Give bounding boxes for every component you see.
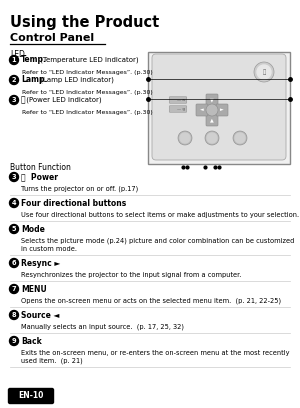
Text: Exits the on-screen menu, or re-enters the on-screen menu at the most recently: Exits the on-screen menu, or re-enters t… bbox=[21, 350, 290, 356]
Circle shape bbox=[206, 104, 218, 116]
Text: Selects the picture mode (p.24) picture and color combination can be customized: Selects the picture mode (p.24) picture … bbox=[21, 238, 294, 244]
Text: ▲: ▲ bbox=[210, 118, 214, 122]
Circle shape bbox=[10, 284, 19, 293]
FancyBboxPatch shape bbox=[169, 106, 187, 112]
FancyBboxPatch shape bbox=[152, 54, 286, 160]
FancyBboxPatch shape bbox=[196, 104, 208, 116]
Text: 7: 7 bbox=[12, 286, 16, 292]
Circle shape bbox=[205, 131, 219, 145]
Text: ⏻: ⏻ bbox=[21, 95, 26, 104]
Circle shape bbox=[207, 133, 217, 143]
Text: (Power LED indicator): (Power LED indicator) bbox=[24, 97, 102, 103]
Text: 3: 3 bbox=[12, 174, 16, 180]
Text: 9: 9 bbox=[12, 338, 16, 344]
Circle shape bbox=[10, 75, 19, 84]
Circle shape bbox=[10, 224, 19, 233]
Text: Refer to “LED Indicator Messages”. (p.30): Refer to “LED Indicator Messages”. (p.30… bbox=[22, 70, 153, 75]
Text: (Lamp LED indicator): (Lamp LED indicator) bbox=[38, 77, 113, 83]
Text: Control Panel: Control Panel bbox=[10, 33, 94, 43]
Text: Resynchronizes the projector to the input signal from a computer.: Resynchronizes the projector to the inpu… bbox=[21, 272, 242, 278]
Text: — g: — g bbox=[177, 107, 185, 111]
Circle shape bbox=[257, 65, 271, 79]
Text: Manually selects an input source.  (p. 17, 25, 32): Manually selects an input source. (p. 17… bbox=[21, 324, 184, 330]
Text: Turns the projector on or off. (p.17): Turns the projector on or off. (p.17) bbox=[21, 186, 138, 193]
Text: LED: LED bbox=[10, 50, 25, 59]
Circle shape bbox=[10, 95, 19, 104]
Text: ►: ► bbox=[220, 107, 224, 113]
Circle shape bbox=[235, 133, 245, 143]
Text: 3: 3 bbox=[12, 97, 16, 103]
Circle shape bbox=[178, 131, 192, 145]
Text: 2: 2 bbox=[12, 77, 16, 83]
Text: Four directional buttons: Four directional buttons bbox=[21, 199, 126, 208]
Circle shape bbox=[10, 55, 19, 64]
Text: (Temperature LED indicator): (Temperature LED indicator) bbox=[38, 57, 138, 63]
Text: used item.  (p. 21): used item. (p. 21) bbox=[21, 358, 83, 364]
Circle shape bbox=[10, 337, 19, 346]
FancyBboxPatch shape bbox=[206, 114, 218, 126]
Text: Resync ►: Resync ► bbox=[21, 259, 60, 268]
Circle shape bbox=[10, 199, 19, 208]
Text: MENU: MENU bbox=[21, 284, 47, 293]
Text: ◄: ◄ bbox=[200, 107, 204, 113]
FancyBboxPatch shape bbox=[169, 97, 187, 103]
Text: Button Function: Button Function bbox=[10, 163, 71, 172]
Text: Refer to “LED Indicator Messages”. (p.30): Refer to “LED Indicator Messages”. (p.30… bbox=[22, 110, 153, 115]
FancyBboxPatch shape bbox=[216, 104, 228, 116]
Text: ⏻: ⏻ bbox=[262, 69, 266, 75]
FancyBboxPatch shape bbox=[206, 94, 218, 106]
Text: Temp.: Temp. bbox=[21, 55, 47, 64]
Text: 5: 5 bbox=[12, 226, 16, 232]
Text: Using the Product: Using the Product bbox=[10, 15, 159, 30]
Text: Lamp.: Lamp. bbox=[21, 75, 47, 84]
Text: ▼: ▼ bbox=[210, 98, 214, 102]
Text: Source ◄: Source ◄ bbox=[21, 310, 59, 319]
Text: in custom mode.: in custom mode. bbox=[21, 246, 77, 252]
Circle shape bbox=[10, 310, 19, 319]
Text: — a: — a bbox=[177, 98, 185, 102]
Circle shape bbox=[10, 259, 19, 268]
Text: 8: 8 bbox=[12, 312, 16, 318]
Text: Back: Back bbox=[21, 337, 42, 346]
Circle shape bbox=[180, 133, 190, 143]
Text: Use four directional buttons to select items or make adjustments to your selecti: Use four directional buttons to select i… bbox=[21, 212, 300, 219]
Text: 1: 1 bbox=[12, 57, 16, 63]
Text: EN-10: EN-10 bbox=[18, 392, 44, 401]
Circle shape bbox=[10, 173, 19, 182]
Text: Refer to “LED Indicator Messages”. (p.30): Refer to “LED Indicator Messages”. (p.30… bbox=[22, 90, 153, 95]
Circle shape bbox=[233, 131, 247, 145]
Text: 4: 4 bbox=[12, 200, 16, 206]
Text: Opens the on-screen menu or acts on the selected menu item.  (p. 21, 22-25): Opens the on-screen menu or acts on the … bbox=[21, 298, 281, 304]
Text: 6: 6 bbox=[12, 260, 16, 266]
Text: ⏻  Power: ⏻ Power bbox=[21, 173, 58, 182]
Circle shape bbox=[254, 62, 274, 82]
FancyBboxPatch shape bbox=[8, 388, 53, 404]
FancyBboxPatch shape bbox=[148, 52, 290, 164]
Text: Mode: Mode bbox=[21, 224, 45, 233]
